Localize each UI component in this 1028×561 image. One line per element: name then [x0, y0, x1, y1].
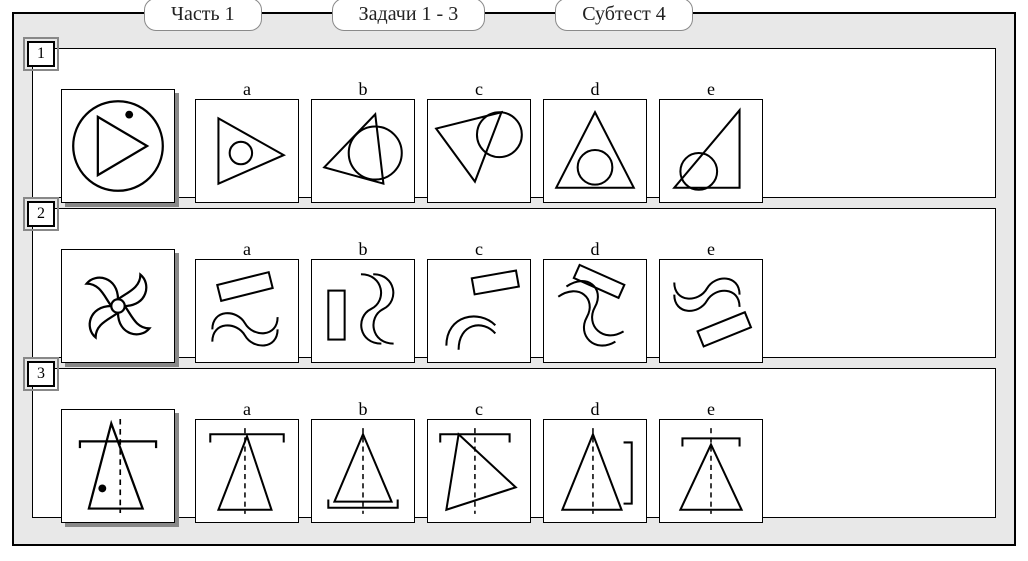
option-e[interactable]: e — [659, 399, 763, 523]
prompt-figure — [61, 89, 175, 203]
option-label: e — [707, 399, 715, 419]
option-figure — [659, 419, 763, 523]
tab-tasks: Задачи 1 - 3 — [332, 0, 486, 31]
option-label: a — [243, 399, 251, 419]
option-a[interactable]: a — [195, 79, 299, 203]
option-label: e — [707, 239, 715, 259]
option-d[interactable]: d — [543, 239, 647, 363]
option-figure — [195, 419, 299, 523]
row-content: a b — [33, 209, 995, 373]
question-number: 1 — [27, 41, 55, 67]
option-label: d — [591, 79, 600, 99]
option-label: d — [591, 239, 600, 259]
question-number: 2 — [27, 201, 55, 227]
option-a[interactable]: a — [195, 239, 299, 363]
option-figure — [659, 99, 763, 203]
prompt-figure — [61, 249, 175, 363]
tab-subtest: Субтест 4 — [555, 0, 693, 31]
rows-container: 1 a — [14, 14, 1014, 532]
test-page: Часть 1 Задачи 1 - 3 Субтест 4 1 a — [12, 12, 1016, 546]
option-d[interactable]: d — [543, 79, 647, 203]
row-content: a b — [33, 369, 995, 533]
option-figure — [311, 259, 415, 363]
option-figure — [543, 99, 647, 203]
row-content: a b — [33, 49, 995, 213]
tab-bar: Часть 1 Задачи 1 - 3 Субтест 4 — [14, 0, 1028, 31]
option-figure — [427, 99, 531, 203]
option-label: e — [707, 79, 715, 99]
option-e[interactable]: e — [659, 79, 763, 203]
option-figure — [195, 259, 299, 363]
options-group: a b — [195, 239, 763, 363]
options-group: a b — [195, 79, 763, 203]
option-c[interactable]: c — [427, 79, 531, 203]
option-label: d — [591, 399, 600, 419]
option-e[interactable]: e — [659, 239, 763, 363]
question-number: 3 — [27, 361, 55, 387]
option-label: a — [243, 239, 251, 259]
option-figure — [543, 419, 647, 523]
option-b[interactable]: b — [311, 239, 415, 363]
question-row-3: 3 a — [32, 368, 996, 518]
option-figure — [543, 259, 647, 363]
option-d[interactable]: d — [543, 399, 647, 523]
option-figure — [195, 99, 299, 203]
options-group: a b — [195, 399, 763, 523]
prompt-figure — [61, 409, 175, 523]
option-b[interactable]: b — [311, 399, 415, 523]
question-row-2: 2 a — [32, 208, 996, 358]
option-label: b — [359, 79, 368, 99]
option-figure — [427, 419, 531, 523]
question-row-1: 1 a — [32, 48, 996, 198]
option-c[interactable]: c — [427, 239, 531, 363]
option-label: c — [475, 399, 483, 419]
option-figure — [311, 419, 415, 523]
option-label: c — [475, 239, 483, 259]
option-figure — [427, 259, 531, 363]
option-c[interactable]: c — [427, 399, 531, 523]
option-figure — [311, 99, 415, 203]
option-label: b — [359, 239, 368, 259]
option-figure — [659, 259, 763, 363]
option-a[interactable]: a — [195, 399, 299, 523]
tab-part: Часть 1 — [144, 0, 262, 31]
option-label: c — [475, 79, 483, 99]
option-label: b — [359, 399, 368, 419]
option-b[interactable]: b — [311, 79, 415, 203]
option-label: a — [243, 79, 251, 99]
